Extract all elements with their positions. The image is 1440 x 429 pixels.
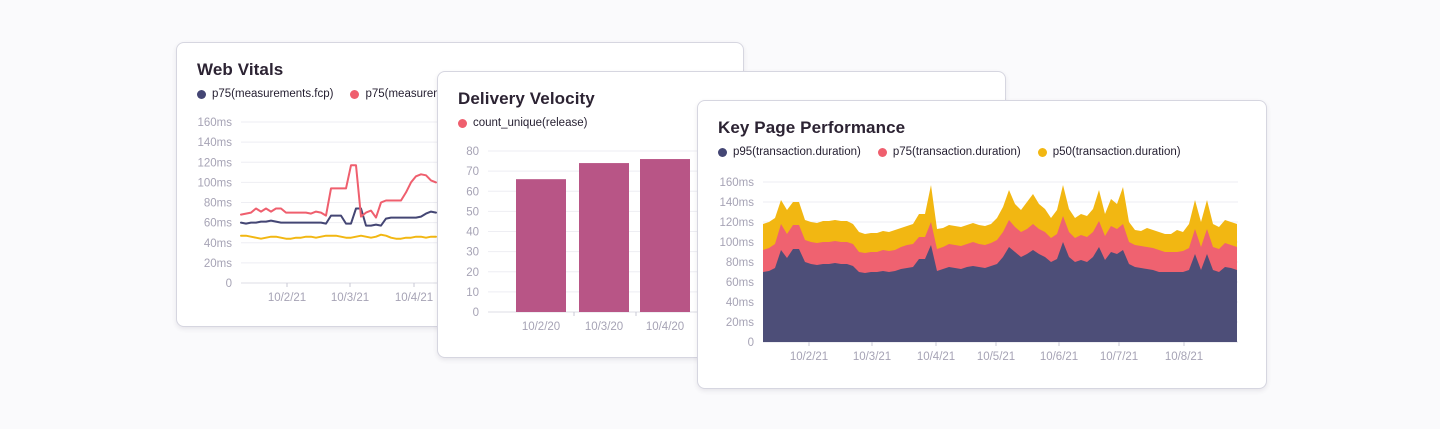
legend-label: p75(measurements.fcp)	[212, 88, 334, 100]
svg-text:10/3/21: 10/3/21	[331, 292, 369, 304]
legend-dot-icon	[350, 89, 360, 99]
svg-text:20ms: 20ms	[204, 258, 232, 270]
svg-text:140ms: 140ms	[197, 137, 232, 149]
legend-label: p95(transaction.duration)	[733, 146, 861, 158]
svg-text:10/3/21: 10/3/21	[853, 351, 891, 363]
svg-text:0: 0	[748, 337, 754, 349]
svg-text:20: 20	[466, 267, 479, 279]
legend-item[interactable]: p75(measurements.fcp)	[197, 88, 333, 100]
svg-text:10/2/20: 10/2/20	[522, 321, 560, 333]
legend-item[interactable]: p95(transaction.duration)	[718, 146, 861, 158]
svg-text:10/4/20: 10/4/20	[646, 321, 684, 333]
svg-text:70: 70	[466, 166, 479, 178]
legend-label: count_unique(release)	[473, 117, 588, 129]
svg-text:80: 80	[466, 146, 479, 158]
svg-text:80ms: 80ms	[726, 257, 754, 269]
widget-title: Key Page Performance	[718, 118, 906, 137]
legend-label: p50(transaction.duration)	[1052, 146, 1181, 158]
svg-text:40ms: 40ms	[204, 238, 232, 250]
legend: p95(transaction.duration) p75(transactio…	[718, 146, 1181, 158]
legend-label: p75(transaction.duration)	[892, 146, 1021, 158]
svg-text:160ms: 160ms	[197, 117, 232, 129]
svg-text:10/6/21: 10/6/21	[1040, 351, 1078, 363]
svg-text:20ms: 20ms	[726, 317, 754, 329]
svg-text:60ms: 60ms	[204, 218, 232, 230]
svg-text:120ms: 120ms	[719, 217, 754, 229]
key-page-performance-chart[interactable]: 0 20ms 40ms 60ms 80ms 100ms 120ms 140ms 160ms 10/…	[698, 101, 1266, 388]
svg-text:10: 10	[466, 287, 479, 299]
widget-title: Delivery Velocity	[458, 89, 595, 108]
svg-text:100ms: 100ms	[197, 177, 232, 189]
svg-text:50: 50	[466, 206, 479, 218]
svg-text:10/3/20: 10/3/20	[585, 321, 623, 333]
svg-text:10/4/21: 10/4/21	[395, 292, 433, 304]
svg-text:10/4/21: 10/4/21	[917, 351, 955, 363]
legend: count_unique(release)	[458, 117, 587, 129]
svg-text:0: 0	[226, 278, 232, 290]
svg-text:140ms: 140ms	[719, 197, 754, 209]
legend-dot-icon	[877, 147, 887, 157]
legend-dot-icon	[718, 147, 727, 157]
svg-text:60ms: 60ms	[726, 277, 754, 289]
svg-text:0: 0	[473, 307, 479, 319]
svg-text:160ms: 160ms	[719, 177, 754, 189]
legend-item[interactable]: count_unique(release)	[458, 117, 587, 129]
svg-text:10/8/21: 10/8/21	[1165, 351, 1203, 363]
legend-item[interactable]: p75(transaction.duration)	[877, 146, 1021, 158]
legend-dot-icon	[458, 118, 467, 128]
svg-text:40: 40	[466, 227, 479, 239]
svg-text:60: 60	[466, 186, 479, 198]
svg-text:30: 30	[466, 247, 479, 259]
svg-text:40ms: 40ms	[726, 297, 754, 309]
svg-text:10/2/21: 10/2/21	[790, 351, 828, 363]
key-page-performance-widget[interactable]: 0 20ms 40ms 60ms 80ms 100ms 120ms 140ms 160ms 10/…	[697, 100, 1267, 389]
svg-text:120ms: 120ms	[197, 157, 232, 169]
legend-dot-icon	[1037, 147, 1047, 157]
svg-text:10/5/21: 10/5/21	[977, 351, 1015, 363]
svg-text:80ms: 80ms	[204, 198, 232, 210]
svg-text:10/2/21: 10/2/21	[268, 292, 306, 304]
legend-dot-icon	[197, 89, 206, 99]
svg-text:10/7/21: 10/7/21	[1100, 351, 1138, 363]
widget-title: Web Vitals	[197, 60, 284, 79]
svg-text:100ms: 100ms	[719, 237, 754, 249]
legend-item[interactable]: p50(transaction.duration)	[1037, 146, 1181, 158]
